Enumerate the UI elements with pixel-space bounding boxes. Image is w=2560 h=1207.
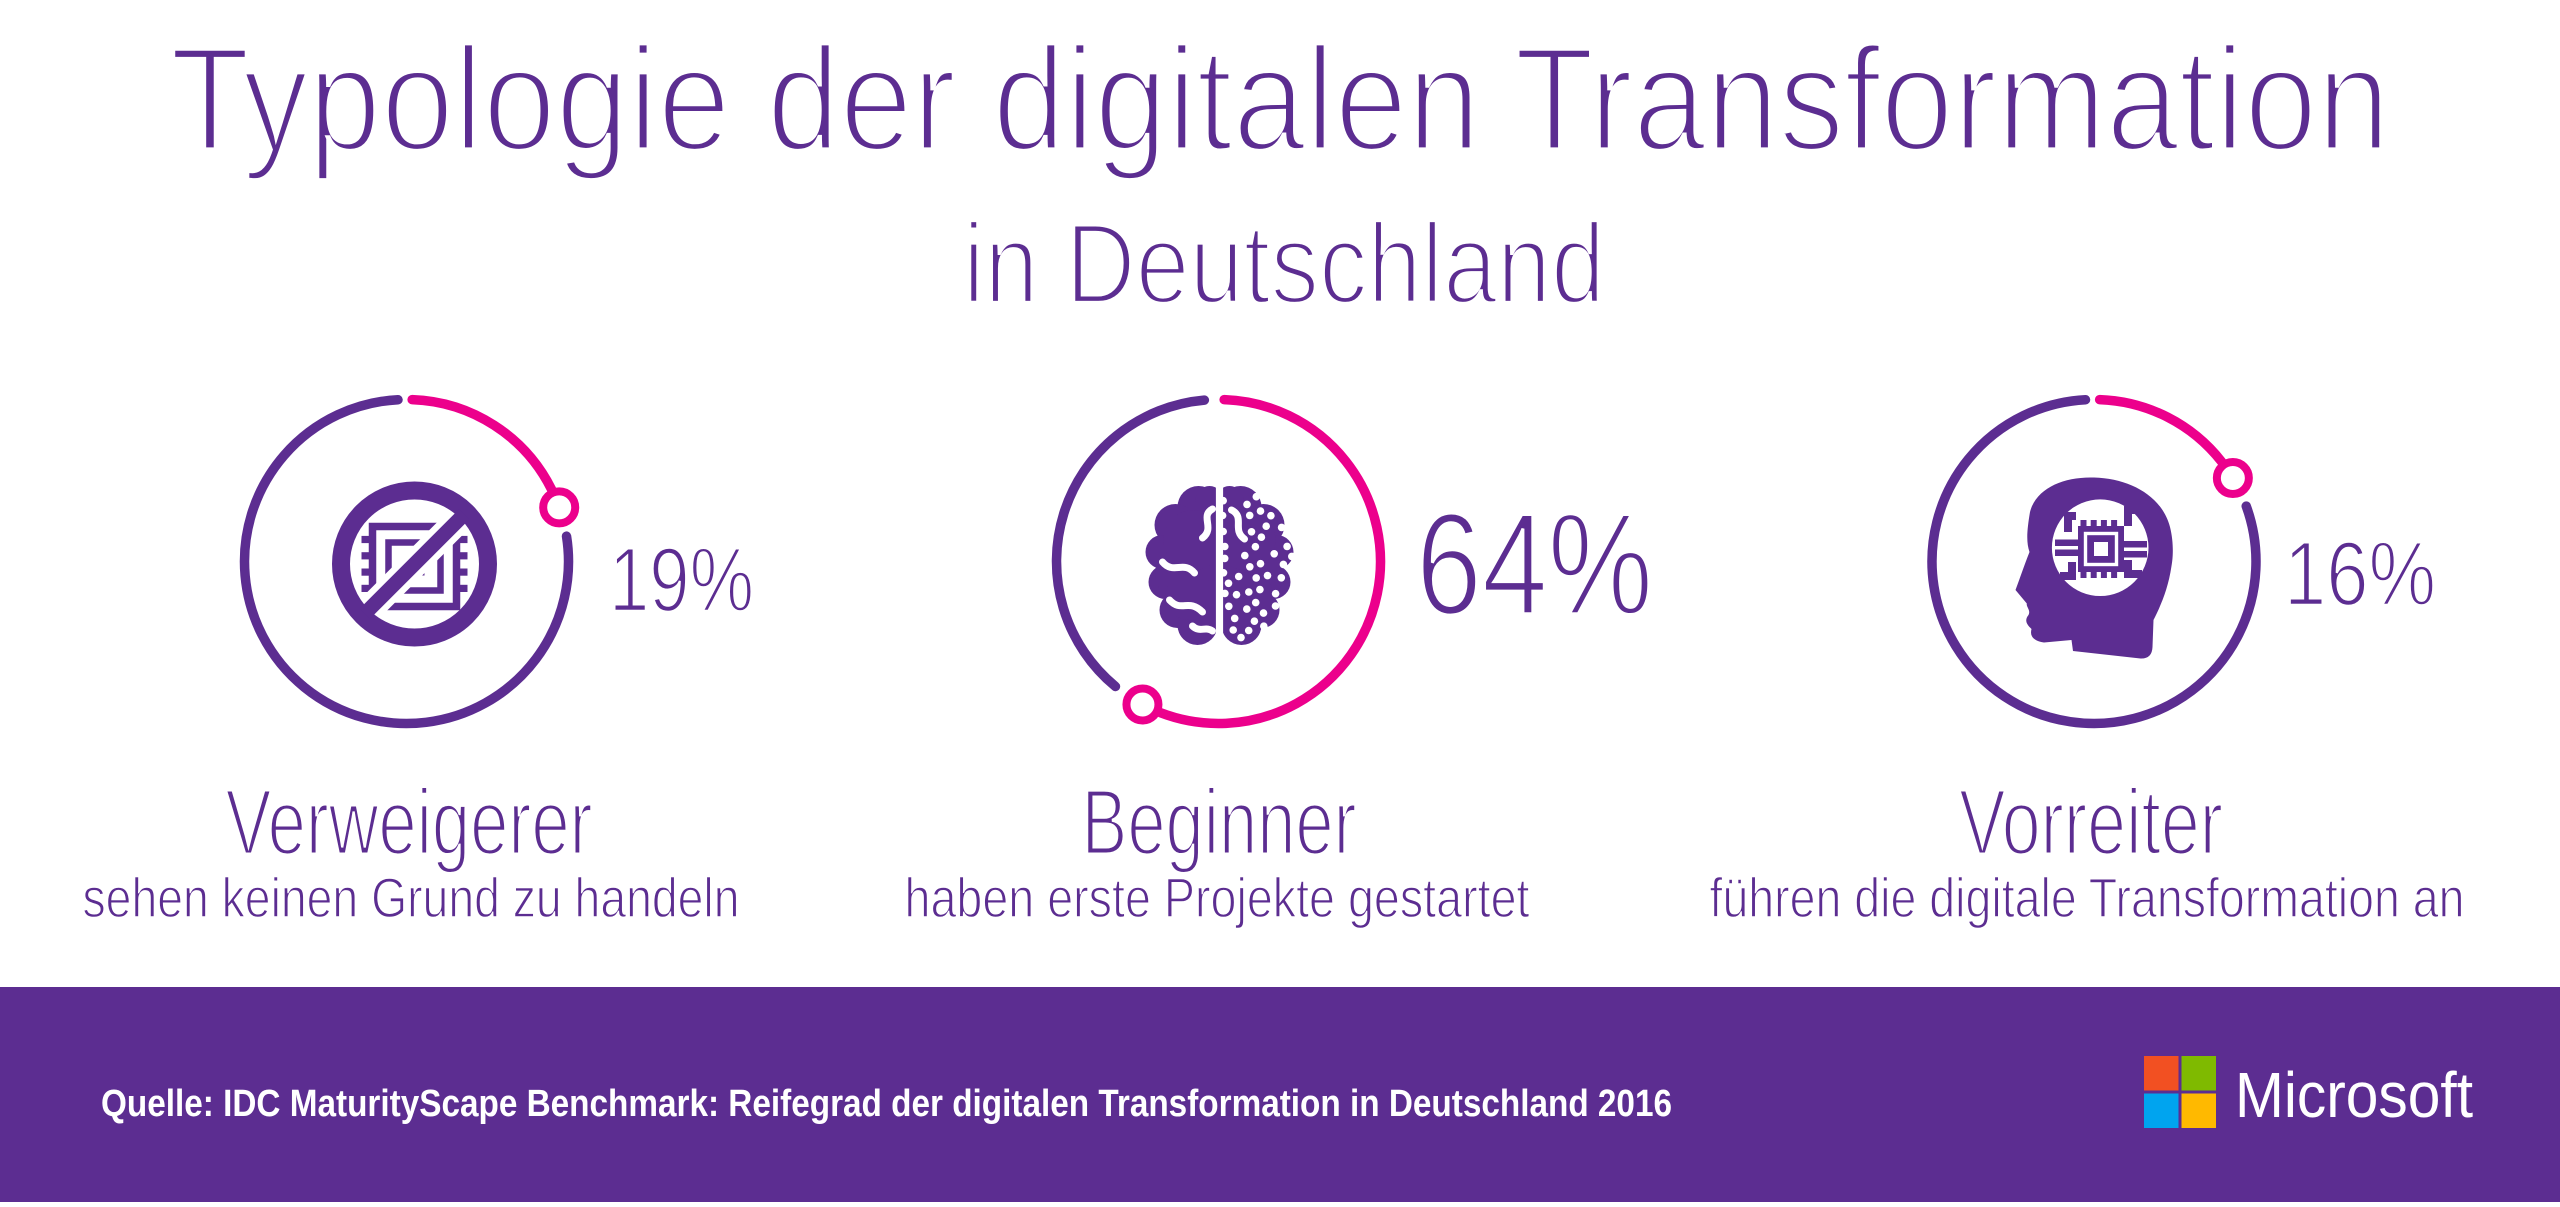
svg-text:Verweigerer: Verweigerer bbox=[226, 770, 593, 874]
svg-text:Verweigerer: Verweigerer bbox=[226, 770, 593, 874]
svg-text:Beginner: Beginner bbox=[1082, 770, 1357, 874]
svg-text:Vorreiter: Vorreiter bbox=[1959, 770, 2223, 874]
svg-text:sehen keinen Grund zu handeln: sehen keinen Grund zu handeln bbox=[83, 866, 740, 929]
svg-text:Microsoft: Microsoft bbox=[2235, 1059, 2473, 1131]
svg-text:sehen keinen Grund zu handeln: sehen keinen Grund zu handeln bbox=[83, 866, 740, 929]
svg-text:führen die digitale Transforma: führen die digitale Transformation an bbox=[1710, 866, 2465, 929]
svg-text:führen die digitale Transforma: führen die digitale Transformation an bbox=[1710, 866, 2465, 929]
svg-text:64%: 64% bbox=[1416, 483, 1653, 645]
svg-text:19%: 19% bbox=[609, 530, 754, 631]
svg-text:19%: 19% bbox=[609, 530, 754, 631]
svg-text:Typologie der digitalen Transf: Typologie der digitalen Transformation bbox=[170, 17, 2390, 182]
svg-text:haben erste Projekte gestartet: haben erste Projekte gestartet bbox=[905, 866, 1530, 929]
svg-text:in Deutschland: in Deutschland bbox=[963, 201, 1605, 328]
svg-text:16%: 16% bbox=[2284, 524, 2436, 625]
svg-text:64%: 64% bbox=[1416, 483, 1653, 645]
svg-text:16%: 16% bbox=[2284, 524, 2436, 625]
svg-text:haben erste Projekte gestartet: haben erste Projekte gestartet bbox=[905, 866, 1530, 929]
svg-text:Vorreiter: Vorreiter bbox=[1959, 770, 2223, 874]
svg-text:Typologie der digitalen Transf: Typologie der digitalen Transformation bbox=[170, 17, 2390, 182]
svg-text:Quelle: IDC MaturityScape Benc: Quelle: IDC MaturityScape Benchmark: Rei… bbox=[101, 1083, 1672, 1125]
svg-text:in Deutschland: in Deutschland bbox=[963, 201, 1605, 328]
svg-text:Beginner: Beginner bbox=[1082, 770, 1357, 874]
